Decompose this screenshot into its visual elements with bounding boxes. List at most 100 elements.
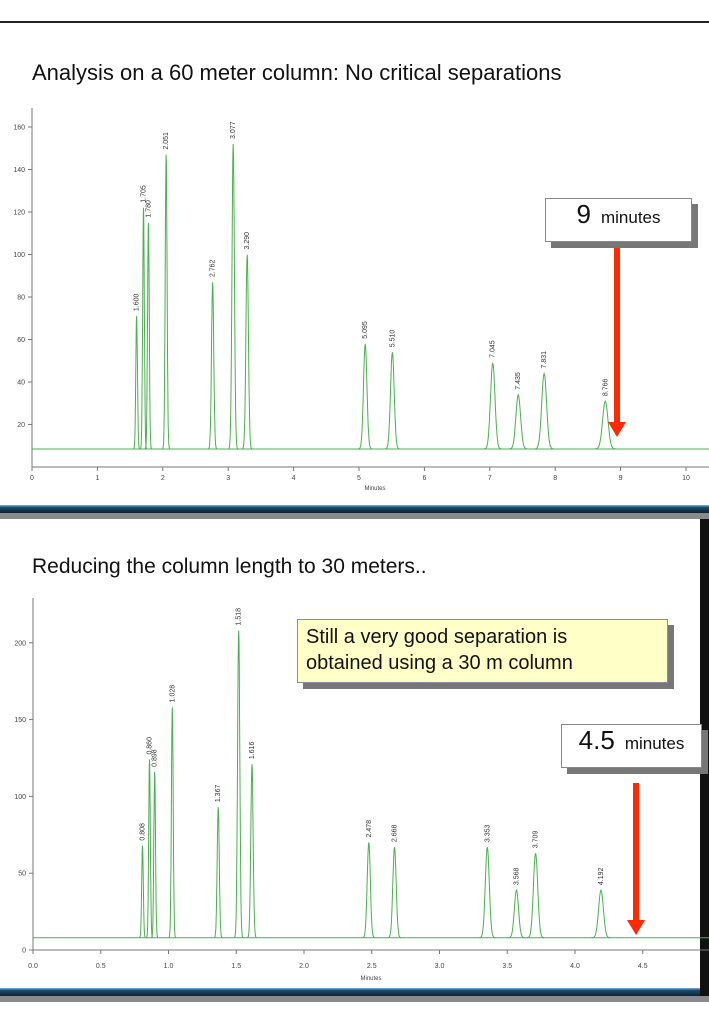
peak (594, 399, 616, 450)
x-tick-label: 10 (682, 475, 690, 482)
slide-top-border (0, 21, 709, 23)
y-tick-label: 100 (14, 794, 26, 801)
x-tick-label: 3.0 (435, 963, 445, 970)
x-tick-label: 0.5 (96, 963, 106, 970)
peak (162, 154, 171, 450)
peak-label: 1.780 (145, 200, 152, 218)
peak (508, 888, 525, 939)
y-tick-label: 20 (17, 422, 25, 429)
y-tick-label: 80 (17, 295, 25, 302)
x-tick-label: 1.5 (231, 963, 241, 970)
peak-label: 4.192 (598, 867, 605, 885)
y-tick-label: 140 (13, 167, 25, 174)
peak-label: 1.028 (169, 685, 176, 703)
peak (144, 222, 153, 450)
x-tick-label: 6 (422, 475, 426, 482)
peak-label: 1.705 (141, 185, 148, 203)
y-tick-label: 0 (22, 948, 26, 955)
peak (146, 759, 154, 939)
duration-callout-60m: 9 minutes (545, 198, 692, 242)
note-line-2: obtained using a 30 m column (306, 652, 573, 674)
peak-label: 3.290 (244, 232, 251, 250)
slide-separator-band (0, 505, 709, 513)
peak-label: 0.860 (147, 737, 154, 755)
peak (591, 888, 611, 939)
callout-value: 4.5 (578, 725, 615, 755)
y-tick-label: 120 (13, 210, 25, 217)
peak (133, 316, 141, 450)
peak-label: 5.095 (362, 321, 369, 339)
y-tick-label: 160 (13, 125, 25, 132)
callout-unit: minutes (600, 208, 661, 227)
separation-note: Still a very good separation is obtained… (297, 619, 668, 683)
peak (526, 853, 545, 939)
x-tick-label: 4 (292, 475, 296, 482)
peak (213, 807, 223, 939)
x-tick-label: 0 (30, 475, 34, 482)
x-tick-label: 2.0 (299, 963, 309, 970)
x-tick-label: 1 (95, 475, 99, 482)
peak (479, 847, 496, 939)
peak-label: 7.435 (515, 372, 522, 390)
arrow-shaft (614, 245, 620, 423)
peak-label: 2.478 (366, 820, 373, 838)
peak (168, 707, 177, 939)
y-tick-label: 100 (13, 252, 25, 259)
peak (208, 282, 218, 450)
y-tick-label: 150 (14, 717, 26, 724)
slide-2-right-edge (700, 519, 709, 997)
peak (139, 845, 146, 939)
slide-bottom-shadow (0, 996, 709, 1002)
arrow-down-icon (608, 422, 626, 437)
x-tick-label: 8 (553, 475, 557, 482)
x-tick-label: 3.5 (502, 963, 512, 970)
peak-label: 1.600 (134, 294, 141, 312)
x-tick-label: 4.0 (570, 963, 580, 970)
peak-label: 8.766 (602, 379, 609, 397)
arrow-shaft (633, 783, 639, 921)
peak (387, 847, 402, 939)
arrow-down-icon (627, 920, 645, 935)
peak (358, 343, 373, 450)
peak-label: 2.051 (163, 132, 170, 150)
slide-separator-shadow (0, 513, 709, 519)
peak-label: 3.568 (513, 867, 520, 885)
x-tick-label: 7 (488, 475, 492, 482)
peak-label: 7.831 (541, 351, 548, 369)
x-tick-label: 2.5 (367, 963, 377, 970)
slide-2-title: Reducing the column length to 30 meters.… (32, 555, 427, 578)
x-tick-label: 1.0 (164, 963, 174, 970)
peak-label: 2.668 (392, 824, 399, 842)
peak (247, 764, 257, 939)
peak-label: 0.808 (139, 823, 146, 841)
x-tick-label: 4.5 (638, 963, 648, 970)
peak-label: 0.898 (152, 749, 159, 767)
peak (233, 630, 244, 939)
peak-label: 1.616 (249, 742, 256, 760)
peak (362, 842, 376, 939)
y-tick-label: 200 (14, 640, 26, 647)
peak (534, 371, 554, 450)
y-tick-label: 40 (17, 380, 25, 387)
x-tick-label: 0.0 (28, 963, 38, 970)
slide-1-title: Analysis on a 60 meter column: No critic… (32, 60, 562, 85)
peak-label: 1.518 (236, 608, 243, 626)
duration-callout-30m: 4.5 minutes (561, 724, 702, 768)
peak-label: 2.762 (210, 260, 217, 278)
y-tick-label: 50 (18, 871, 26, 878)
peak (151, 771, 159, 939)
x-axis-title: Minutes (364, 486, 385, 492)
peak-label: 5.510 (389, 330, 396, 348)
callout-value: 9 (576, 199, 591, 229)
peak (483, 362, 502, 450)
x-tick-label: 3 (226, 475, 230, 482)
x-tick-label: 2 (161, 475, 165, 482)
y-tick-label: 60 (17, 337, 25, 344)
peak-label: 3.709 (533, 831, 540, 849)
x-axis-title: Minutes (360, 976, 381, 982)
peak-label: 1.367 (215, 785, 222, 803)
x-tick-label: 9 (619, 475, 623, 482)
slide-bottom-band (0, 988, 700, 996)
